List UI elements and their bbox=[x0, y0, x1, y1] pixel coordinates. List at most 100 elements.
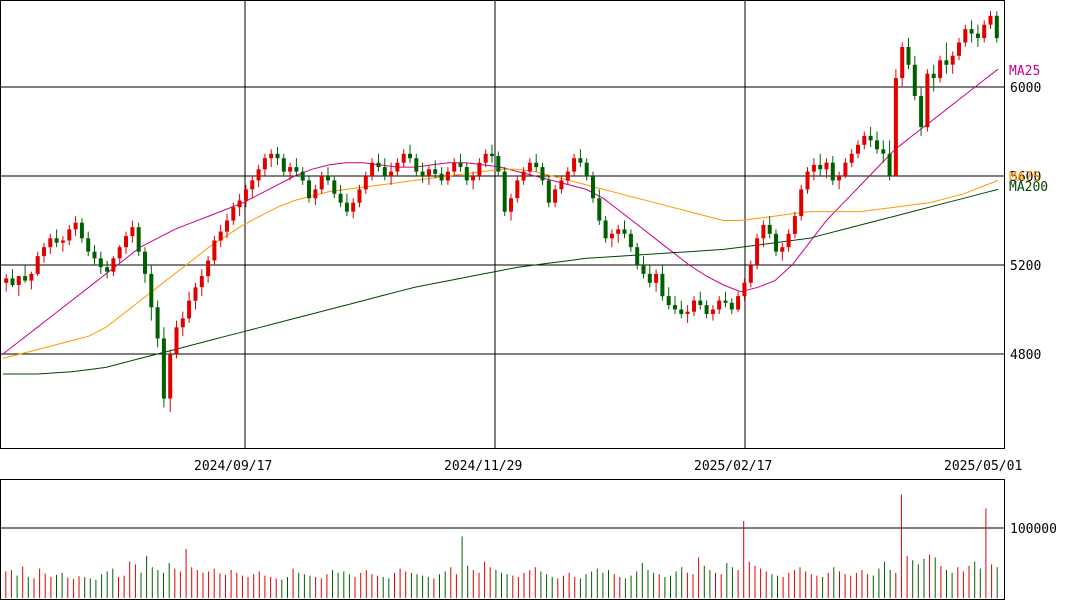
candle-body-up bbox=[824, 162, 829, 170]
candle-body-up bbox=[843, 162, 848, 176]
candle-body-up bbox=[288, 167, 293, 172]
candle-body-down bbox=[603, 220, 608, 239]
candle-body-up bbox=[35, 256, 40, 274]
candle-body-down bbox=[723, 300, 728, 303]
candle-body-up bbox=[452, 162, 457, 172]
candle-body-down bbox=[969, 29, 974, 34]
candle-body-down bbox=[414, 158, 419, 172]
y-tick-5200: 5200 bbox=[1010, 259, 1041, 274]
candle-body-up bbox=[4, 278, 9, 283]
candle-body-up bbox=[250, 180, 255, 190]
candle-body-down bbox=[931, 73, 936, 79]
candle-body-down bbox=[868, 135, 873, 141]
candle-body-down bbox=[92, 251, 97, 259]
candle-body-down bbox=[86, 238, 91, 252]
candle-body-up bbox=[736, 296, 741, 310]
candlestick-series bbox=[4, 11, 999, 412]
ma75-label: MA75 bbox=[1009, 170, 1040, 185]
candle-body-down bbox=[136, 227, 141, 252]
candle-body-down bbox=[10, 278, 15, 286]
ma-line-ma200 bbox=[3, 188, 999, 375]
candle-body-down bbox=[975, 33, 980, 38]
candle-body-up bbox=[856, 144, 860, 154]
candle-body-down bbox=[875, 140, 879, 150]
candle-body-up bbox=[780, 247, 785, 252]
candle-body-up bbox=[243, 189, 248, 201]
candle-body-up bbox=[893, 78, 898, 176]
candle-body-down bbox=[332, 180, 337, 194]
candle-body-up bbox=[792, 216, 797, 234]
candle-body-up bbox=[761, 224, 766, 239]
candle-body-down bbox=[496, 156, 501, 172]
ma-line-ma75 bbox=[2, 168, 999, 359]
candle-body-down bbox=[729, 302, 734, 310]
candle-body-down bbox=[540, 167, 545, 181]
candle-body-up bbox=[515, 180, 520, 199]
candle-body-down bbox=[79, 222, 84, 239]
candle-body-up bbox=[950, 55, 955, 65]
ma-line-ma25 bbox=[2, 68, 999, 355]
candle-body-up bbox=[521, 171, 526, 181]
candle-body-up bbox=[395, 162, 400, 172]
candle-body-up bbox=[67, 229, 72, 241]
candle-body-up bbox=[319, 176, 324, 190]
ma25-label: MA25 bbox=[1009, 64, 1040, 79]
candle-body-down bbox=[155, 307, 160, 339]
candle-body-up bbox=[351, 202, 356, 212]
candle-body-down bbox=[275, 153, 280, 159]
candle-body-down bbox=[767, 224, 772, 234]
candle-body-up bbox=[849, 153, 854, 163]
candle-body-down bbox=[628, 233, 633, 248]
candle-body-down bbox=[300, 171, 305, 181]
candle-body-up bbox=[124, 236, 128, 248]
candle-body-up bbox=[572, 158, 577, 172]
candle-body-up bbox=[654, 273, 659, 283]
candle-body-down bbox=[98, 258, 103, 268]
candle-body-down bbox=[660, 273, 665, 297]
candle-body-up bbox=[231, 207, 236, 221]
candle-body-down bbox=[433, 169, 438, 174]
candle-body-up bbox=[212, 240, 217, 261]
candle-body-up bbox=[237, 200, 242, 208]
candle-body-down bbox=[818, 164, 823, 170]
candle-body-up bbox=[111, 258, 116, 272]
candle-body-up bbox=[256, 169, 261, 181]
candle-body-up bbox=[799, 189, 804, 217]
candle-body-up bbox=[925, 73, 930, 128]
candle-body-up bbox=[445, 171, 450, 181]
candle-body-down bbox=[666, 296, 671, 305]
candle-body-up bbox=[862, 135, 867, 145]
candle-body-down bbox=[584, 162, 589, 176]
candle-body-up bbox=[717, 300, 722, 310]
candle-body-down bbox=[830, 162, 835, 181]
candle-body-down bbox=[881, 149, 886, 154]
candle-body-down bbox=[546, 180, 551, 203]
candle-body-up bbox=[616, 229, 621, 234]
candle-body-up bbox=[988, 15, 993, 25]
candle-body-down bbox=[919, 95, 924, 127]
candle-body-down bbox=[578, 158, 583, 163]
candle-body-up bbox=[73, 222, 78, 230]
candle-body-down bbox=[143, 251, 147, 274]
candle-body-down bbox=[944, 60, 949, 65]
candle-body-up bbox=[837, 176, 842, 181]
volume-bar-series bbox=[5, 494, 998, 598]
candle-body-down bbox=[534, 162, 539, 168]
candle-body-up bbox=[313, 189, 318, 199]
candle-body-down bbox=[281, 158, 286, 172]
candle-body-up bbox=[363, 176, 368, 190]
candle-body-down bbox=[439, 173, 444, 181]
x-label-2024-11-29: 2024/11/29 bbox=[444, 459, 522, 474]
candle-body-up bbox=[957, 42, 961, 56]
candle-body-up bbox=[117, 247, 122, 259]
x-label-2024-09-17: 2024/09/17 bbox=[194, 459, 272, 474]
candle-body-up bbox=[206, 260, 211, 277]
candle-body-down bbox=[704, 305, 709, 314]
candle-body-up bbox=[710, 309, 715, 314]
candle-body-down bbox=[673, 305, 677, 310]
candle-body-up bbox=[401, 153, 406, 163]
candle-body-up bbox=[553, 189, 558, 203]
y-tick-5600: 5600 bbox=[1010, 170, 1041, 185]
candle-body-up bbox=[805, 171, 810, 190]
candle-body-up bbox=[60, 240, 65, 243]
